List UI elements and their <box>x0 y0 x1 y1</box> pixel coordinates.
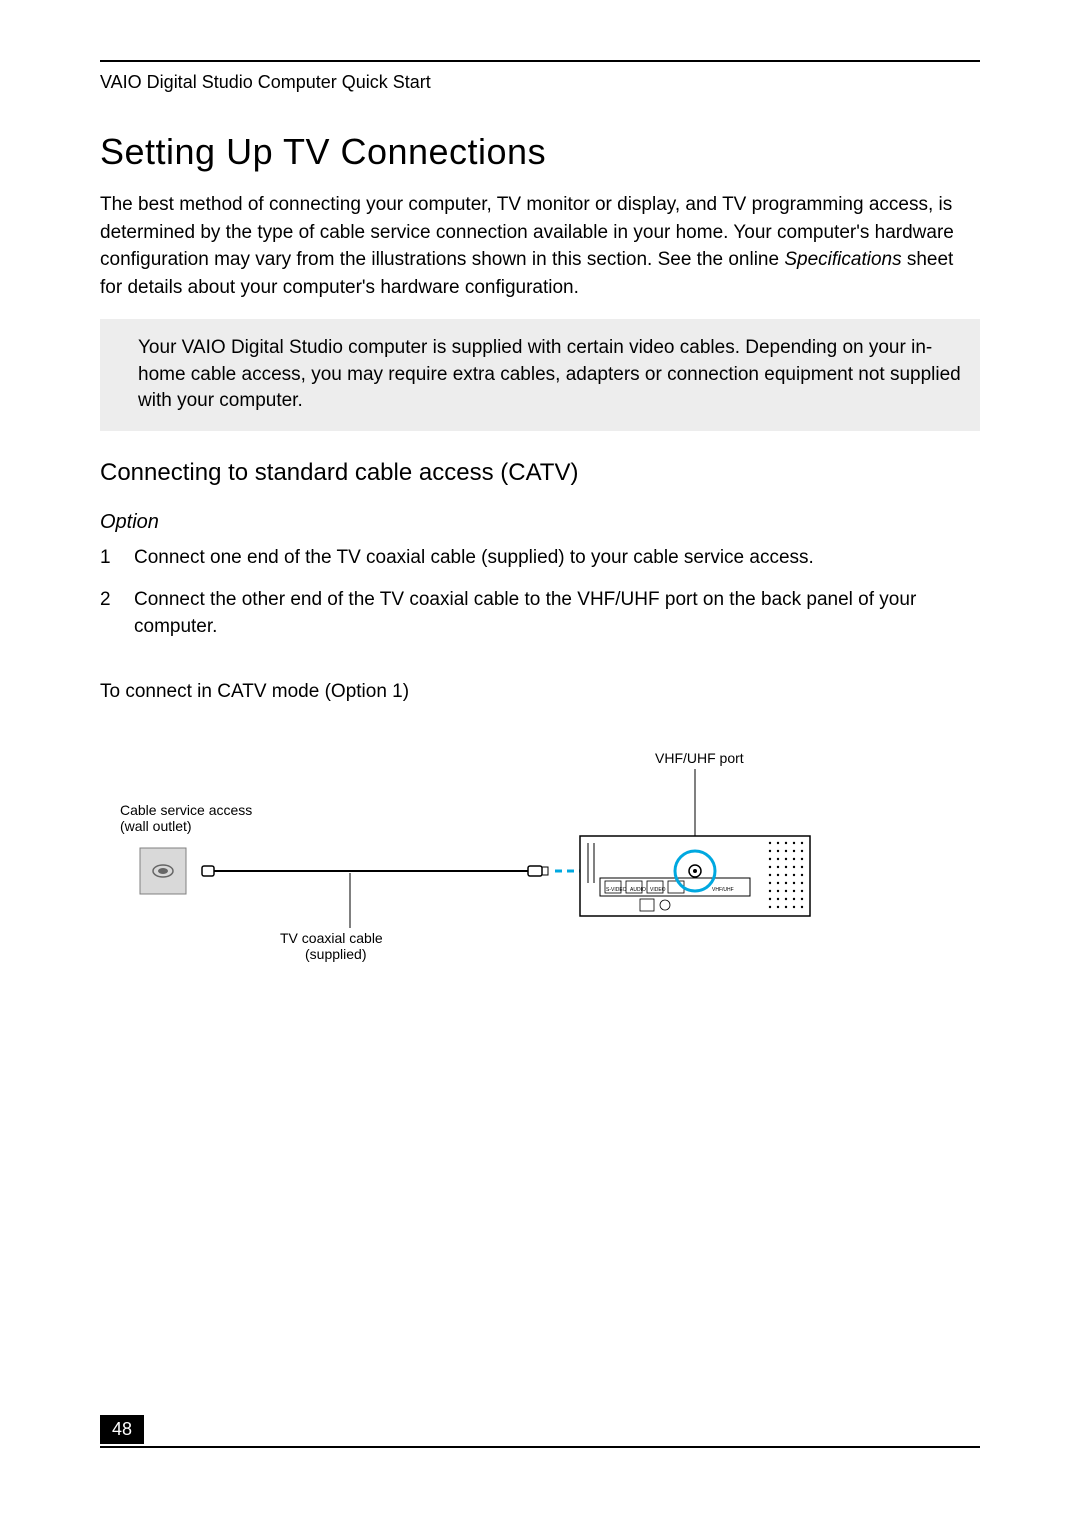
svg-text:AUDIO: AUDIO <box>630 887 646 893</box>
figure-caption: To connect in CATV mode (Option 1) <box>100 681 980 703</box>
vhf-label: VHF/UHF port <box>655 750 744 766</box>
page-title: Setting Up TV Connections <box>100 131 980 173</box>
connection-diagram: VHF/UHF port Cable service access (wall … <box>110 743 830 1003</box>
doc-header: VAIO Digital Studio Computer Quick Start <box>100 72 980 93</box>
wall-outlet-label-1: Cable service access <box>120 802 252 818</box>
wall-outlet-label-2: (wall outlet) <box>120 818 192 834</box>
svg-text:S-VIDEO: S-VIDEO <box>606 887 627 893</box>
svg-text:VHF/UHF: VHF/UHF <box>712 887 734 893</box>
cable-label-2: (supplied) <box>305 946 366 962</box>
step-item: Connect one end of the TV coaxial cable … <box>100 544 980 572</box>
cable-label-1: TV coaxial cable <box>280 930 383 946</box>
specifications-word: Specifications <box>784 249 901 270</box>
top-rule <box>100 60 980 62</box>
steps-list: Connect one end of the TV coaxial cable … <box>100 544 980 641</box>
section-heading: Connecting to standard cable access (CAT… <box>100 459 980 487</box>
intro-paragraph: The best method of connecting your compu… <box>100 191 980 301</box>
svg-text:VIDEO: VIDEO <box>650 887 666 893</box>
step-item: Connect the other end of the TV coaxial … <box>100 586 980 641</box>
note-box: Your VAIO Digital Studio computer is sup… <box>100 319 980 431</box>
note-text-1: Your VAIO Digital Studio <box>138 337 343 358</box>
page-footer: 48 <box>100 1415 980 1448</box>
bottom-rule <box>100 1446 980 1448</box>
page-number: 48 <box>100 1415 144 1444</box>
option-label: Option <box>100 511 980 534</box>
